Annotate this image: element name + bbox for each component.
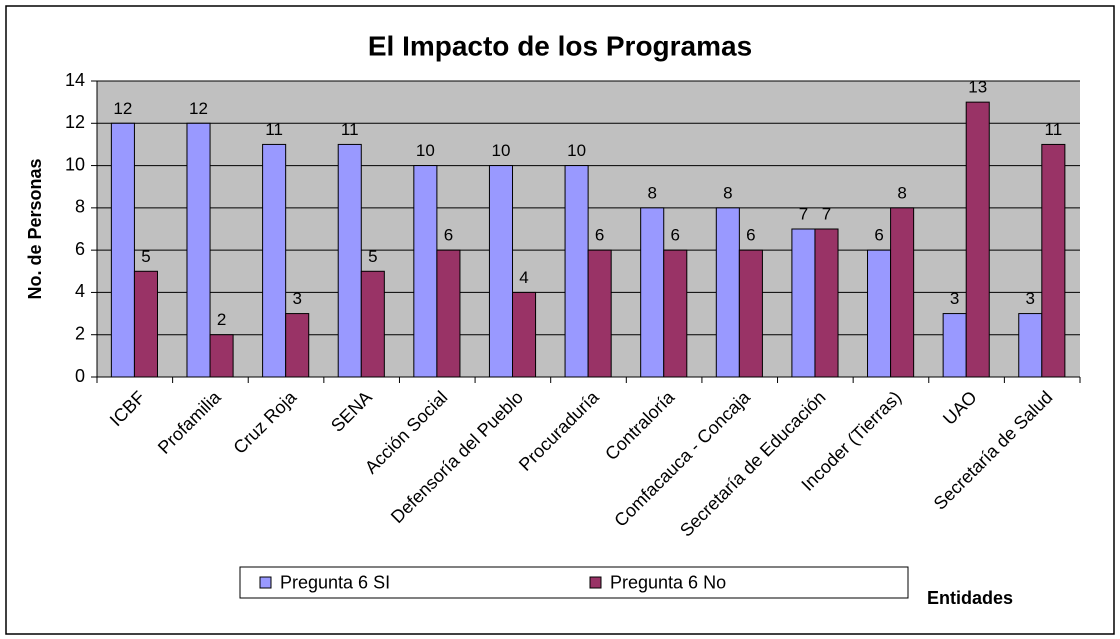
bar: [942, 313, 967, 378]
bar: [663, 249, 688, 378]
x-axis-label: Entidades: [927, 588, 1013, 608]
y-tick-label: 0: [75, 366, 85, 386]
value-label: 7: [799, 204, 808, 223]
bar: [413, 165, 438, 378]
bar: [1041, 143, 1066, 378]
bar: [738, 249, 763, 378]
bar: [337, 143, 362, 378]
bar: [110, 122, 135, 378]
legend-label: Pregunta 6 No: [610, 572, 726, 592]
value-label: 11: [1045, 120, 1063, 139]
bar: [436, 249, 461, 378]
value-label: 10: [416, 141, 435, 160]
value-label: 3: [950, 289, 959, 308]
value-label: 8: [897, 183, 906, 202]
chart-title: El Impacto de los Programas: [368, 30, 752, 61]
bar: [512, 291, 537, 378]
legend-box: [239, 566, 909, 599]
y-tick-label: 4: [75, 281, 85, 301]
bar: [867, 249, 892, 378]
y-tick-label: 8: [75, 197, 85, 217]
value-label: 2: [217, 310, 226, 329]
y-axis-label: No. de Personas: [25, 158, 45, 299]
y-tick-label: 14: [65, 70, 85, 90]
y-tick-label: 6: [75, 239, 85, 259]
bar: [965, 101, 990, 378]
value-label: 6: [746, 226, 755, 245]
value-label: 5: [141, 247, 150, 266]
bar: [262, 143, 287, 378]
legend-label: Pregunta 6 SI: [280, 572, 390, 592]
bar: [488, 165, 514, 378]
y-tick-label: 10: [65, 154, 85, 174]
value-label: 6: [874, 226, 883, 245]
bar: [186, 122, 211, 378]
bar: [890, 207, 915, 378]
value-label: 12: [189, 99, 208, 118]
bar: [209, 334, 234, 378]
bar: [564, 165, 589, 378]
value-label: 8: [723, 183, 732, 202]
bar: [587, 249, 612, 378]
bar: [814, 228, 839, 378]
y-tick-label: 12: [65, 112, 85, 132]
value-label: 3: [292, 289, 301, 308]
y-tick-label: 2: [75, 323, 85, 343]
bar: [715, 207, 740, 378]
bar: [791, 228, 816, 378]
value-label: 4: [519, 268, 528, 287]
legend-swatch: [589, 576, 602, 589]
bar: [640, 207, 665, 378]
value-label: 10: [567, 141, 586, 160]
value-label: 7: [822, 204, 831, 223]
value-label: 10: [492, 141, 511, 160]
bar: [285, 313, 310, 378]
value-label: 11: [265, 120, 283, 139]
value-label: 5: [368, 247, 377, 266]
legend-swatch: [259, 576, 272, 589]
value-label: 3: [1026, 289, 1035, 308]
bar: [360, 270, 385, 378]
value-label: 6: [595, 226, 604, 245]
value-label: 8: [647, 183, 656, 202]
bar: [1018, 313, 1043, 378]
bar: [133, 270, 158, 378]
value-label: 12: [113, 99, 132, 118]
value-label: 6: [671, 226, 680, 245]
value-label: 13: [968, 78, 987, 97]
value-label: 11: [341, 120, 359, 139]
value-label: 6: [444, 226, 453, 245]
